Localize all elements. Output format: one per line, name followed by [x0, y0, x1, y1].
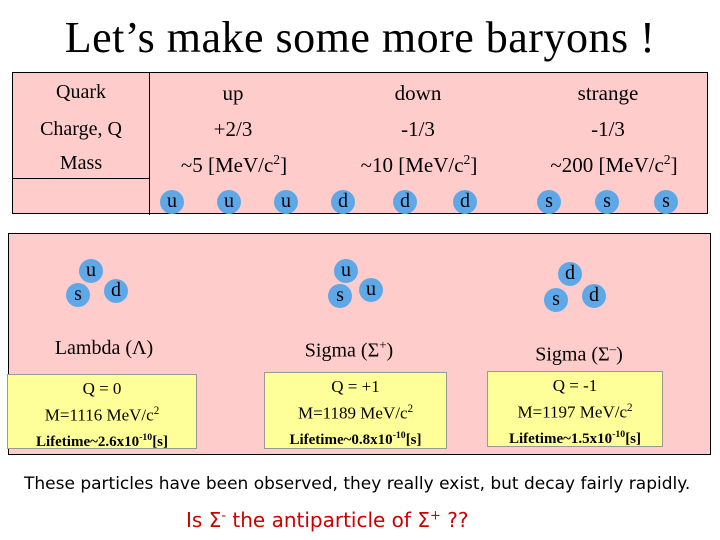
table-divider	[13, 178, 149, 179]
quark-ball-u: u	[79, 259, 103, 283]
info-box-sigma-minus: Q = -1 M=1197 MeV/c2 Lifetime~1.5x10-10[…	[487, 371, 663, 447]
baryon-panel: u s d u s u d s d Lambda (Λ) Sigma (Σ+) …	[7, 233, 711, 455]
particle-name-sigma-minus: Sigma (Σ–)	[535, 341, 623, 366]
quark-ball-up: u	[160, 190, 184, 214]
quark-ball-d: d	[558, 262, 582, 286]
charge-value: Q = 0	[82, 379, 122, 398]
mass-value: M=1197 MeV/c2	[517, 402, 633, 422]
row-label-quark: Quark	[56, 81, 106, 103]
quark-ball-down: d	[393, 190, 417, 214]
mass-down: ~10 [MeV/c2]	[360, 152, 478, 177]
row-label-mass: Mass	[59, 152, 103, 174]
quark-table: Quark Charge, Q Mass up +2/3 ~5 [MeV/c2]…	[12, 72, 708, 215]
quark-ball-strange: s	[595, 190, 619, 214]
quark-name-down: down	[394, 81, 442, 105]
table-divider	[149, 73, 150, 215]
quark-ball-up: u	[217, 190, 241, 214]
charge-strange: -1/3	[591, 117, 625, 141]
mass-up: ~5 [MeV/c2]	[180, 152, 288, 177]
charge-value: Q = +1	[331, 377, 380, 396]
info-box-lambda: Q = 0 M=1116 MeV/c2 Lifetime~2.6x10-10[s…	[7, 374, 197, 450]
charge-up: +2/3	[213, 117, 253, 141]
quark-ball-d: d	[582, 284, 606, 308]
quark-ball-u: u	[359, 278, 383, 302]
mass-value: M=1116 MeV/c2	[44, 405, 160, 425]
quark-ball-strange: s	[537, 190, 561, 214]
lifetime-value: Lifetime~2.6x10-10[s]	[35, 431, 169, 450]
slide-title: Let’s make some more baryons !	[64, 13, 656, 62]
info-box-sigma-plus: Q = +1 M=1189 MeV/c2 Lifetime~0.8x10-10[…	[264, 372, 447, 449]
row-label-charge: Charge, Q	[40, 118, 122, 140]
quark-ball-strange: s	[654, 190, 678, 214]
charge-down: -1/3	[401, 117, 435, 141]
lifetime-value: Lifetime~0.8x10-10[s]	[289, 429, 422, 448]
quark-ball-down: d	[453, 190, 477, 214]
quark-ball-up: u	[274, 190, 298, 214]
particle-name-sigma-plus: Sigma (Σ+)	[304, 337, 394, 362]
quark-name-up: up	[222, 81, 244, 105]
quark-ball-s: s	[328, 284, 352, 308]
quark-ball-d: d	[104, 279, 128, 303]
quark-name-strange: strange	[577, 81, 639, 105]
lifetime-value: Lifetime~1.5x10-10[s]	[508, 428, 642, 447]
particle-name-lambda: Lambda (Λ)	[54, 337, 154, 359]
mass-strange: ~200 [MeV/c2]	[550, 152, 678, 177]
quark-ball-s: s	[66, 283, 90, 307]
mass-value: M=1189 MeV/c2	[297, 403, 414, 423]
question-text: Is Σ- the antiparticle of Σ+ ??	[186, 508, 469, 532]
quark-ball-s: s	[544, 288, 568, 312]
quark-ball-down: d	[331, 190, 355, 214]
quark-ball-u: u	[334, 259, 358, 283]
description-text: These particles have been observed, they…	[24, 474, 691, 494]
charge-value: Q = -1	[552, 376, 598, 395]
